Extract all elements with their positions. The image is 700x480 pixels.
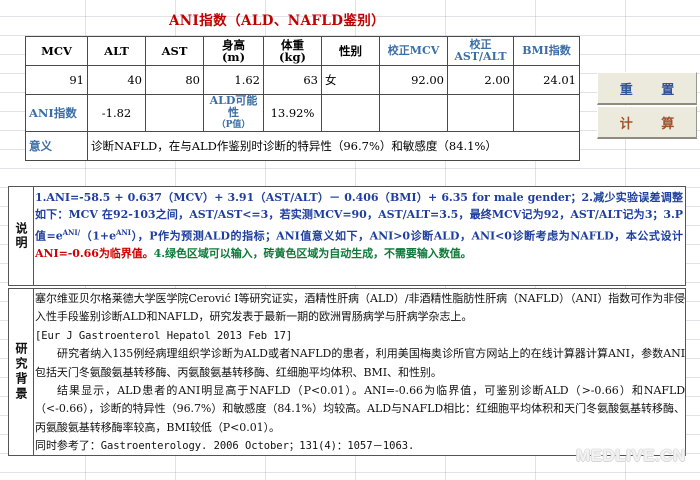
watermark: MEDLIVE.CN xyxy=(576,446,686,465)
header-height-unit: (m) xyxy=(221,50,246,64)
label-ald-probability: ALD可能性 （P值） xyxy=(203,94,264,132)
empty-cell-4 xyxy=(447,94,514,132)
value-corrected-ast-alt: 2.00 xyxy=(447,65,514,95)
value-ald-probability: 13.92% xyxy=(263,94,322,132)
value-corrected-mcv: 92.00 xyxy=(379,65,448,95)
header-alt: ALT xyxy=(87,36,146,66)
notes-section: 说明 1.ANI=-58.5 + 0.637（MCV）+ 3.91（AST/AL… xyxy=(8,186,686,286)
notes-part3: ），P作为预测ALD的指标；ANI值意义如下，ANI>0诊断ALD，ANI<0诊… xyxy=(131,229,683,243)
notes-label: 说明 xyxy=(9,187,34,285)
notes-text: 1.ANI=-58.5 + 0.637（MCV）+ 3.91（AST/ALT）－… xyxy=(35,189,683,285)
research-background-section: 研究背景 塞尔维亚贝尔格莱德大学医学院Cerović I等研究证实，酒精性肝病（… xyxy=(8,288,686,456)
input-ast[interactable]: 80 xyxy=(145,65,204,95)
header-weight-label: 体重 xyxy=(281,38,304,52)
input-mcv[interactable]: 91 xyxy=(25,65,88,95)
value-bmi: 24.01 xyxy=(513,65,580,95)
calculate-button[interactable]: 计 算 xyxy=(597,106,697,139)
header-height-label: 身高 xyxy=(222,38,245,52)
research-background-label: 研究背景 xyxy=(9,289,34,455)
table-meaning-row: 意义 诊断NAFLD，在与ALD作鉴别时诊断的特异性（96.7%）和敏感度（84… xyxy=(25,131,580,161)
ani-data-table: MCV ALT AST 身高 (m) 体重 (kg) 性别 校正MCV 校正 A… xyxy=(25,36,580,161)
text-meaning: 诊断NAFLD，在与ALD作鉴别时诊断的特异性（96.7%）和敏感度（84.1%… xyxy=(87,131,580,161)
header-mcv: MCV xyxy=(25,36,88,66)
input-weight[interactable]: 63 xyxy=(263,65,322,95)
header-weight: 体重 (kg) xyxy=(263,36,322,66)
bg-citation-1: [Eur J Gastroenterol Hepatol 2013 Feb 17… xyxy=(35,329,293,342)
header-height: 身高 (m) xyxy=(203,36,264,66)
table-header-row: MCV ALT AST 身高 (m) 体重 (kg) 性别 校正MCV 校正 A… xyxy=(25,36,580,66)
bg-paragraph-3: 结果显示，ALD患者的ANI明显高于NAFLD（P<0.01）。ANI=-0.6… xyxy=(35,384,685,434)
input-alt[interactable]: 40 xyxy=(87,65,146,95)
header-corrected-mcv: 校正MCV xyxy=(379,36,448,66)
value-ani: -1.82 xyxy=(87,94,146,132)
header-ast: AST xyxy=(145,36,204,66)
input-gender[interactable]: 女 xyxy=(321,65,380,95)
empty-cell-1 xyxy=(145,94,204,132)
bg-paragraph-2: 研究者纳入135例经病理组织学诊断为ALD或者NAFLD的患者，利用美国梅奥诊所… xyxy=(35,347,685,379)
empty-cell-3 xyxy=(379,94,448,132)
header-corrected-label: 校正 xyxy=(469,38,492,51)
label-meaning: 意义 xyxy=(25,131,88,161)
notes-green-emphasis: 4.绿色区域可以输入，砖黄色区域为自动生成，不需要输入数值。 xyxy=(153,246,472,260)
header-corrected-ast-alt: 校正 AST/ALT xyxy=(447,36,514,66)
notes-part1: 1.ANI=-58.5 + 0.637（MCV）+ 3.91（AST/ALT）－… xyxy=(35,191,683,243)
table-ani-row: ANI指数 -1.82 ALD可能性 （P值） 13.92% xyxy=(25,94,580,132)
empty-cell-2 xyxy=(321,94,380,132)
header-gender: 性别 xyxy=(321,36,380,66)
label-ani-index: ANI指数 xyxy=(25,94,88,132)
ald-prob-label: ALD可能性 xyxy=(209,94,258,119)
reset-button[interactable]: 重 置 xyxy=(597,72,697,105)
notes-sup1: ANI/ xyxy=(62,227,81,237)
bg-ref-prefix: 同时参考了： xyxy=(35,439,101,453)
notes-red-emphasis: ANI=-0.66为临界值。 xyxy=(35,246,154,260)
notes-part2: （1+e xyxy=(80,229,117,243)
header-corrected-ratio: AST/ALT xyxy=(454,50,507,63)
header-weight-unit: (kg) xyxy=(279,50,306,64)
input-height[interactable]: 1.62 xyxy=(203,65,264,95)
bg-citation-2: Gastroenterology. 2006 October；131(4)：10… xyxy=(100,440,415,453)
research-background-text: 塞尔维亚贝尔格莱德大学医学院Cerović I等研究证实，酒精性肝病（ALD）/… xyxy=(35,290,685,454)
notes-sup2: ANI xyxy=(116,227,131,237)
page-title: ANI指数（ALD、NAFLD鉴别） xyxy=(168,13,386,29)
header-bmi: BMI指数 xyxy=(513,36,580,66)
empty-cell-5 xyxy=(513,94,580,132)
bg-paragraph-1: 塞尔维亚贝尔格莱德大学医学院Cerović I等研究证实，酒精性肝病（ALD）/… xyxy=(35,292,685,324)
table-values-row: 91 40 80 1.62 63 女 92.00 2.00 24.01 xyxy=(25,65,580,95)
bg-paragraph-4: 同时参考了：Gastroenterology. 2006 October；131… xyxy=(35,437,685,454)
ald-prob-sub: （P值） xyxy=(216,120,251,130)
